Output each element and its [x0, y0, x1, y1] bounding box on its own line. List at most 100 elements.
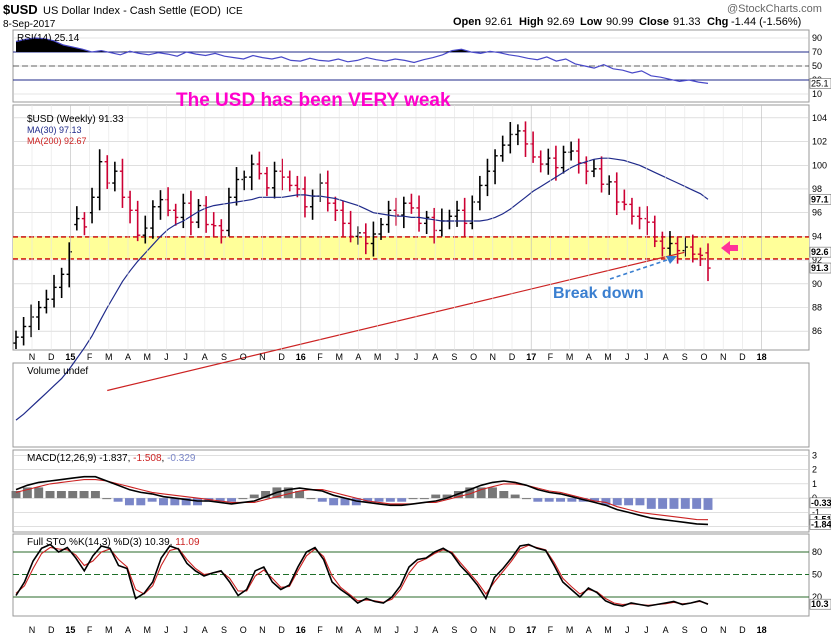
- macd-histogram-bar: [147, 498, 157, 502]
- price-tick-label: 100: [812, 160, 827, 170]
- x-axis-tick-label: O: [700, 625, 707, 635]
- x-axis-tick-label: M: [335, 352, 343, 362]
- x-axis-tick-label: M: [105, 625, 113, 635]
- macd-histogram-bar: [363, 498, 373, 502]
- price-layer: 104 102 100 98 96 94 92 90 88 86 97.1 92.6 91.3: [13, 113, 831, 421]
- price-value-tag-box: [809, 246, 831, 258]
- macd-histogram-bar: [624, 498, 634, 506]
- x-axis-tick-label: F: [87, 625, 93, 635]
- rsi-tick-label: 90: [812, 33, 822, 43]
- x-axis-tick-label: M: [566, 625, 574, 635]
- x-axis-tick-label: F: [548, 625, 554, 635]
- sto-k-line: [15, 543, 709, 607]
- macd-histogram-bar: [227, 498, 237, 502]
- macd-histogram-bar: [113, 498, 123, 502]
- macd-histogram-bar: [465, 487, 475, 499]
- macd-histogram-bar: [249, 494, 259, 499]
- x-axis-tick-label: A: [202, 625, 208, 635]
- macd-histogram-bar: [590, 498, 600, 502]
- macd-histogram-bar: [658, 498, 668, 509]
- x-axis-tick-label: S: [221, 352, 227, 362]
- x-axis-tick-label: J: [395, 352, 400, 362]
- price-value-tag-box: [809, 262, 831, 274]
- macd-histogram-bar: [510, 494, 520, 499]
- x-axis-tick-label: D: [48, 625, 55, 635]
- x-axis-tick-label: D: [278, 625, 285, 635]
- x-axis-tick-label: D: [739, 625, 746, 635]
- macd-histogram-bar: [329, 498, 339, 506]
- macd-histogram-bar: [635, 498, 645, 506]
- chg-value: -1.44 (-1.56%): [731, 16, 801, 28]
- x-axis-tick-label: S: [682, 625, 688, 635]
- macd-histogram-bar: [612, 498, 622, 506]
- x-axis-tick-label: 18: [757, 625, 767, 635]
- ma30-legend: MA(30) 97.13: [27, 125, 82, 135]
- x-axis-tick-label: A: [202, 352, 208, 362]
- macd-histogram-bar: [442, 494, 452, 499]
- macd-histogram-bar: [317, 498, 327, 502]
- x-axis-tick-label: M: [604, 352, 612, 362]
- macd-histogram-bar: [90, 491, 100, 499]
- macd-histogram-bar: [431, 494, 441, 499]
- sto-label: Full STO %K(14,3) %D(3) 10.39, 11.09: [27, 537, 200, 548]
- price-tick-label: 90: [812, 279, 822, 289]
- sto-tick-label: 50: [812, 570, 822, 580]
- x-axis-tick-label: A: [586, 352, 592, 362]
- macd-histogram-bar: [34, 487, 44, 499]
- macd-tick-label: -1: [812, 507, 820, 517]
- x-axis-tick-label: A: [663, 625, 669, 635]
- macd-tick-label: 3: [812, 450, 817, 460]
- x-axis-tick-label: N: [490, 352, 497, 362]
- macd-histogram-bar: [170, 498, 180, 506]
- x-axis-tick-label: O: [240, 625, 247, 635]
- x-axis-tick-label: A: [663, 352, 669, 362]
- x-axis-tick-label: J: [644, 625, 649, 635]
- x-axis-tick-label: O: [470, 625, 477, 635]
- x-axis-tick-label: J: [414, 625, 419, 635]
- price-label: $USD (Weekly) 91.33: [27, 114, 124, 125]
- x-axis-tick-label: A: [125, 625, 131, 635]
- macd-line: [15, 475, 709, 526]
- open-label: Open: [453, 16, 481, 28]
- macd-histogram-bar: [522, 498, 531, 500]
- macd-value-tag: -1.84: [811, 519, 831, 529]
- macd-histogram-bar: [680, 498, 690, 509]
- macd-histogram-bar: [45, 491, 55, 499]
- rsi-value-tag-box: [809, 78, 831, 89]
- x-axis-tick-label: O: [470, 352, 477, 362]
- x-axis-tick-label: A: [586, 625, 592, 635]
- support-zone-band: [13, 236, 809, 259]
- x-axis-tick-label: O: [700, 352, 707, 362]
- x-axis-tick-label: J: [625, 625, 630, 635]
- macd-histogram-bar: [476, 487, 486, 499]
- volume-label: Volume undef: [27, 366, 88, 377]
- macd-signal-line: [15, 479, 709, 521]
- x-axis-tick-label: J: [164, 625, 169, 635]
- macd-histogram-bar: [11, 491, 21, 499]
- price-value-tag-box: [809, 193, 831, 205]
- x-axis-tick-label: D: [739, 352, 746, 362]
- ma200-legend: MA(200) 92.67: [27, 136, 87, 146]
- price-value-tag: 91.3: [811, 263, 829, 273]
- close-label: Close: [639, 16, 669, 28]
- x-axis-tick-label: J: [625, 352, 630, 362]
- x-axis-tick-label: N: [720, 625, 727, 635]
- sto-value-tag: 10.3: [811, 599, 829, 609]
- price-tick-label: 92: [812, 255, 822, 265]
- x-axis-tick-label: J: [183, 352, 188, 362]
- macd-histogram-bar: [385, 498, 395, 502]
- price-tick-label: 96: [812, 208, 822, 218]
- close-value: 91.33: [673, 16, 701, 28]
- x-axis-tick-label: 16: [296, 625, 306, 635]
- macd-histogram-bar: [56, 491, 66, 499]
- macd-histogram-bar: [136, 498, 146, 506]
- x-axis-tick-label: 16: [296, 352, 306, 362]
- x-axis-tick-label: N: [29, 352, 36, 362]
- x-axis-tick-label: N: [490, 625, 497, 635]
- x-axis-tick-label: M: [604, 625, 612, 635]
- price-tick-label: 102: [812, 137, 827, 147]
- exchange: ICE: [226, 6, 243, 17]
- rsi-tick-label: 70: [812, 47, 822, 57]
